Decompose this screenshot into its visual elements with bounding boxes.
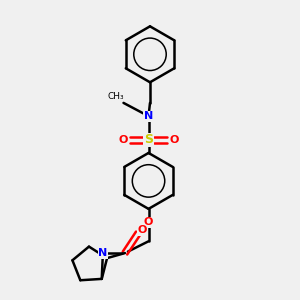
Text: O: O — [137, 225, 146, 235]
Text: N: N — [98, 248, 107, 258]
Text: O: O — [144, 217, 153, 227]
Text: O: O — [118, 135, 128, 145]
Text: CH₃: CH₃ — [108, 92, 124, 101]
Text: O: O — [169, 135, 178, 145]
Text: N: N — [144, 111, 153, 121]
Text: S: S — [144, 133, 153, 146]
